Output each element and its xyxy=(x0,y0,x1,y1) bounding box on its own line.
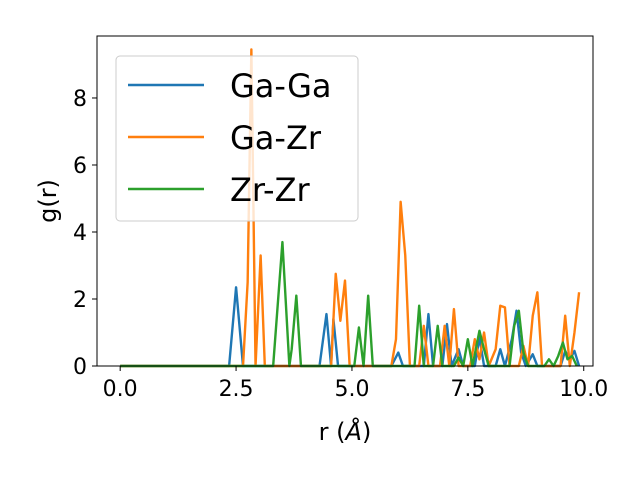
y-tick-label: 2 xyxy=(73,288,87,313)
x-axis-label-close: ) xyxy=(362,418,371,446)
legend: Ga-Ga Ga-Zr Zr-Zr xyxy=(115,55,359,222)
y-tick-label: 6 xyxy=(73,154,87,179)
x-axis-label-unit: Å xyxy=(344,417,362,446)
x-axis-label: r (Å) xyxy=(319,417,372,446)
y-axis: 0 2 4 6 8 xyxy=(73,87,97,380)
legend-label-ga-ga: Ga-Ga xyxy=(230,67,332,105)
y-axis-label: g(r) xyxy=(34,179,62,223)
x-tick-label: 5.0 xyxy=(334,377,369,402)
y-tick-label: 8 xyxy=(73,87,87,112)
y-tick-label: 4 xyxy=(73,221,87,246)
plot-frame xyxy=(96,35,594,367)
x-axis: 0.0 2.5 5.0 7.5 10.0 xyxy=(103,366,608,402)
legend-label-ga-zr: Ga-Zr xyxy=(230,119,322,157)
legend-frame xyxy=(115,55,359,222)
x-tick-label: 10.0 xyxy=(559,377,608,402)
x-tick-label: 2.5 xyxy=(219,377,254,402)
y-tick-label: 0 xyxy=(73,355,87,380)
legend-label-zr-zr: Zr-Zr xyxy=(230,171,311,209)
x-tick-label: 7.5 xyxy=(450,377,485,402)
x-axis-label-main: r ( xyxy=(319,418,346,446)
x-tick-label: 0.0 xyxy=(103,377,138,402)
